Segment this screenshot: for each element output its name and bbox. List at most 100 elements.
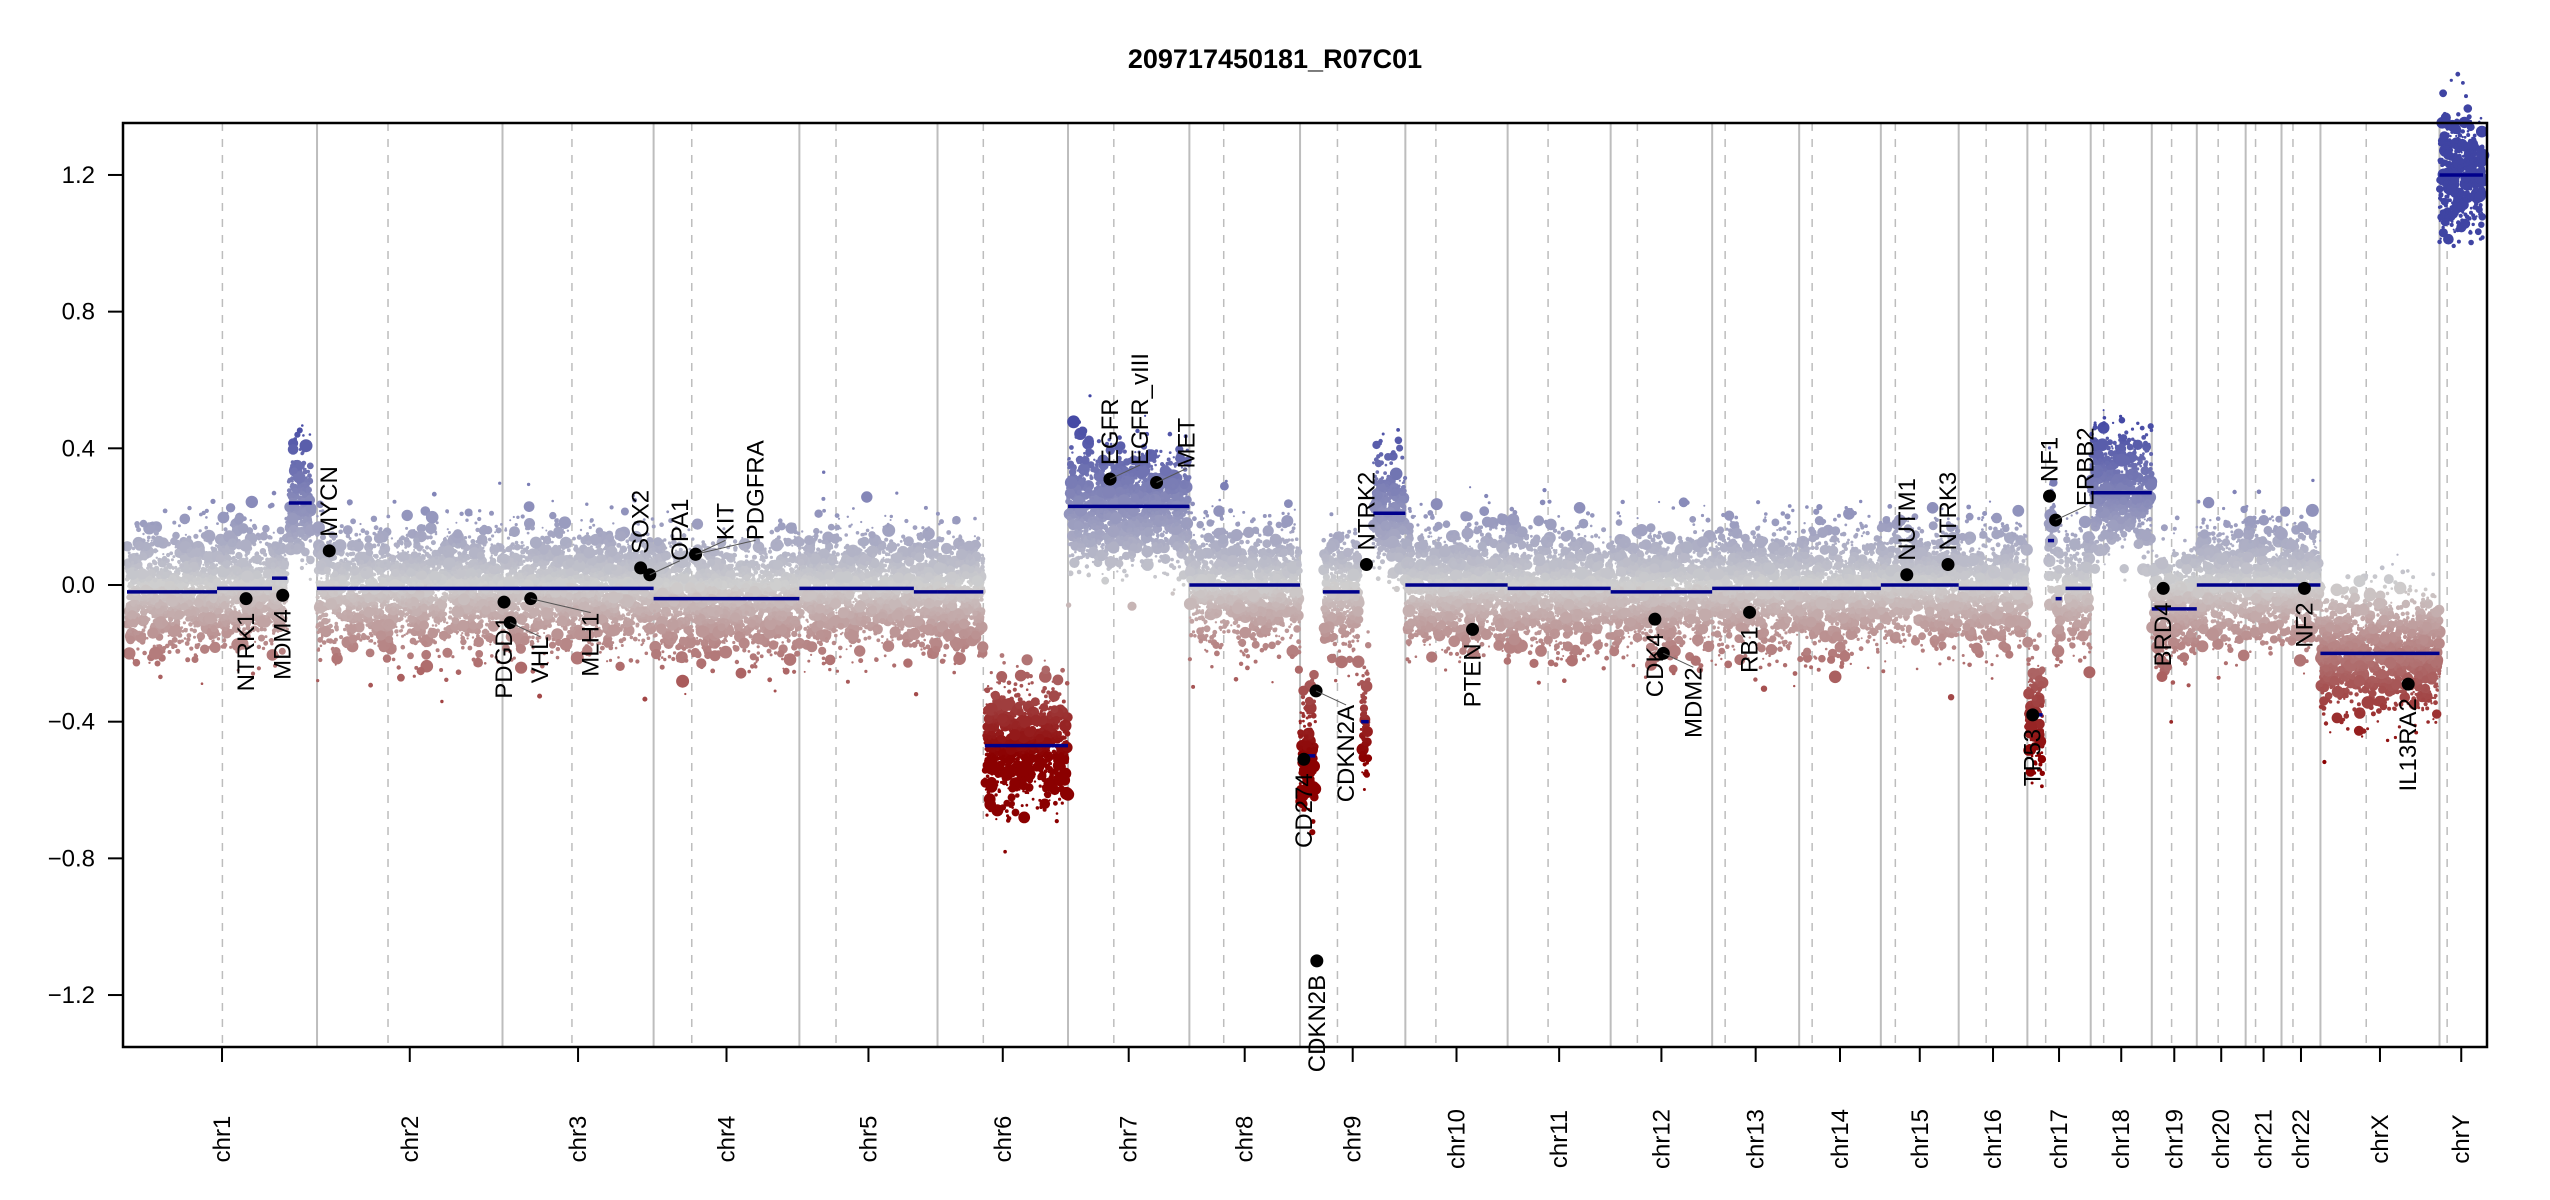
probe-point [216, 522, 219, 525]
probe-point [481, 546, 485, 550]
probe-point [205, 566, 209, 569]
probe-point [306, 469, 311, 474]
probe-point [211, 562, 215, 566]
probe-point [481, 629, 487, 635]
probe-point [406, 568, 416, 577]
probe-point [410, 580, 414, 583]
probe-point [142, 650, 147, 656]
probe-point [364, 535, 373, 543]
probe-point [384, 603, 388, 607]
probe-point [352, 605, 356, 609]
probe-point [339, 635, 344, 640]
probe-point [236, 562, 242, 567]
probe-point [463, 576, 467, 579]
probe-point [209, 641, 221, 654]
probe-point [374, 601, 378, 606]
probe-point [315, 574, 319, 577]
probe-point [332, 657, 335, 661]
probe-point [126, 567, 139, 580]
probe-point [635, 622, 640, 627]
probe-point [306, 517, 311, 521]
probe-point [474, 521, 478, 525]
probe-point [448, 606, 452, 610]
probe-point [352, 565, 357, 569]
probe-point [150, 521, 155, 526]
probe-point [180, 639, 184, 643]
probe-point [302, 434, 305, 437]
probe-point [359, 559, 365, 565]
probe-point [384, 622, 388, 627]
probe-point [150, 539, 153, 542]
probe-point [315, 623, 321, 628]
probe-point [409, 623, 413, 628]
probe-point [407, 652, 414, 660]
probe-point [286, 512, 299, 525]
probe-point [350, 518, 356, 525]
probe-point [184, 533, 187, 536]
probe-point [440, 699, 444, 704]
probe-point [247, 606, 250, 609]
probe-point [166, 562, 172, 568]
probe-point [186, 548, 191, 553]
probe-point [254, 552, 258, 556]
probe-point [283, 570, 287, 575]
probe-point [483, 595, 486, 598]
probe-point [158, 570, 164, 576]
probe-point [222, 578, 226, 581]
probe-point [301, 424, 304, 427]
probe-point [138, 605, 143, 609]
probe-point [325, 598, 337, 610]
probe-point [404, 552, 407, 555]
probe-point [167, 607, 172, 611]
probe-point [203, 580, 209, 586]
probe-point [151, 623, 156, 628]
probe-point [179, 513, 191, 525]
probe-point [449, 600, 452, 604]
probe-point [425, 653, 429, 657]
probe-point [290, 545, 295, 549]
probe-point [189, 581, 193, 584]
probe-point [252, 525, 258, 531]
probe-point [202, 606, 209, 613]
probe-point [425, 510, 439, 524]
probe-point [437, 622, 440, 625]
probe-point [361, 632, 366, 638]
probe-point [307, 473, 312, 479]
probe-point [292, 487, 299, 494]
probe-point [150, 573, 153, 577]
probe-point [614, 646, 618, 650]
probe-point [446, 535, 449, 538]
probe-point [193, 533, 199, 539]
probe-point [360, 528, 366, 534]
probe-point [294, 506, 300, 512]
probe-point [221, 581, 225, 585]
probe-point [130, 560, 135, 565]
probe-point [157, 557, 162, 562]
probe-point [318, 580, 321, 583]
probe-point [227, 594, 230, 598]
probe-point [193, 620, 198, 626]
probe-point [460, 567, 464, 571]
probe-point [166, 552, 171, 558]
probe-point [171, 567, 175, 570]
probe-point [232, 524, 236, 528]
probe-point [354, 579, 358, 584]
probe-point [395, 600, 399, 603]
probe-point [200, 682, 204, 685]
probe-point [361, 609, 364, 613]
probe-point [358, 533, 362, 536]
probe-point [247, 562, 252, 566]
probe-point [381, 543, 386, 548]
probe-point [372, 554, 376, 558]
probe-point [445, 621, 449, 625]
probe-point [339, 563, 342, 566]
probe-point [177, 577, 180, 580]
probe-point [402, 589, 406, 594]
probe-point [227, 607, 231, 611]
probe-point [334, 663, 337, 666]
probe-point [167, 570, 172, 575]
probe-point [135, 552, 139, 557]
probe-point [465, 518, 469, 522]
probe-point [320, 577, 323, 580]
probe-point [517, 566, 520, 570]
